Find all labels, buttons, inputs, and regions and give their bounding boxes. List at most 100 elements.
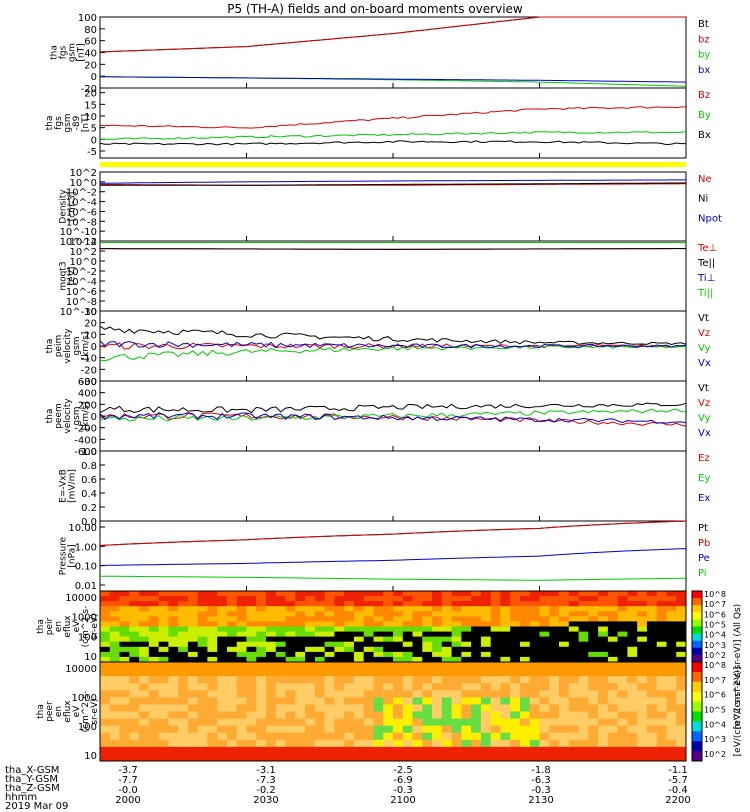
spectrogram-cell <box>402 718 414 727</box>
spectrogram-cell <box>480 725 492 734</box>
spectrogram-cell <box>168 725 179 734</box>
spectrogram-cell <box>236 656 247 663</box>
spectrogram-cell <box>432 616 443 622</box>
spectrogram-cell <box>529 626 540 633</box>
spectrogram-cell <box>334 616 345 622</box>
spectrogram-cell <box>510 651 521 658</box>
spectrogram-cell <box>646 641 658 648</box>
spectrogram-cell <box>305 596 316 602</box>
spectrogram-cell <box>139 753 150 762</box>
spectrogram-cell <box>383 711 394 720</box>
spectrogram-cell <box>119 656 130 663</box>
spectrogram-cell <box>617 683 628 691</box>
spectrogram-cell <box>373 697 384 705</box>
spectrogram-cell <box>217 704 228 712</box>
spectrogram-cell <box>637 746 648 755</box>
spectrogram-cell <box>529 725 540 734</box>
spectrogram-cell <box>559 662 570 670</box>
spectrogram-cell <box>158 641 169 648</box>
spectrogram-cell <box>295 725 306 734</box>
spectrogram-cell <box>432 683 443 691</box>
spectrogram-cell <box>178 725 189 734</box>
spectrogram-cell <box>266 697 277 705</box>
legend-entry: Pe <box>698 553 710 564</box>
spectrogram-cell <box>305 636 316 643</box>
spectrogram-cell <box>314 739 326 748</box>
spectrogram-cell <box>363 656 374 663</box>
spectrogram-cell <box>656 718 667 727</box>
spectrogram-cell <box>217 725 228 734</box>
spectrogram-cell <box>275 746 287 755</box>
spectrogram-cell <box>666 718 677 727</box>
spectrogram-cell <box>139 662 150 670</box>
spectrogram-cell <box>324 656 335 663</box>
spectrogram-cell <box>500 711 511 720</box>
spectrogram-cell <box>383 646 394 653</box>
spectrogram-cell <box>275 591 287 597</box>
spectrogram-cell <box>334 683 345 691</box>
spectrogram-cell <box>520 725 531 734</box>
spectrogram-cell <box>178 606 189 612</box>
spectrogram-cell <box>236 636 247 643</box>
spectrogram-cell <box>266 591 277 597</box>
spectrogram-cell <box>490 611 501 617</box>
spectrogram-cell <box>676 606 687 612</box>
spectrogram-cell <box>490 626 501 633</box>
series-line-vy <box>99 345 687 362</box>
spectrogram-cell <box>119 718 130 727</box>
spectrogram-cell <box>617 676 628 684</box>
spectrogram-cell <box>158 739 169 748</box>
spectrogram-cell <box>100 697 111 705</box>
spectrogram-cell <box>441 651 453 658</box>
axis-label: moqt3 <box>59 261 69 290</box>
spectrogram-cell <box>217 676 228 684</box>
spectrogram-cell <box>412 626 423 633</box>
spectrogram-cell <box>539 704 550 712</box>
spectrogram-cell <box>461 606 472 612</box>
spectrogram-cell <box>266 704 277 712</box>
spectrogram-cell <box>148 651 160 658</box>
y-tick-label: 10^-2 <box>66 267 97 278</box>
axis-label: [cm-3] <box>68 192 78 222</box>
y-tick-label: -200 <box>74 424 97 435</box>
spectrogram-cell <box>285 596 296 602</box>
spectrogram-cell <box>139 739 150 748</box>
ephem-x-value: -3.1 <box>256 765 276 776</box>
spectrogram-cell <box>637 662 648 670</box>
spectrogram-cell <box>451 621 462 627</box>
spectrogram-cell <box>529 591 540 597</box>
spectrogram-cell <box>256 690 267 698</box>
spectrogram-cell <box>461 683 472 691</box>
spectrogram-cell <box>461 753 472 762</box>
axis-label: tha <box>36 619 46 634</box>
spectrogram-cell <box>324 611 335 617</box>
spectrogram-cell <box>236 621 247 627</box>
spectrogram-cell <box>471 651 482 658</box>
spectrogram-cell <box>148 606 160 612</box>
spectrogram-cell <box>393 662 404 670</box>
spectrogram-cell <box>402 704 414 712</box>
spectrogram-cell <box>129 690 140 698</box>
spectrogram-cell <box>373 606 384 612</box>
spectrogram-cell <box>607 676 619 684</box>
spectrogram-cell <box>100 753 111 762</box>
spectrogram-cell <box>158 636 169 643</box>
spectrogram-cell <box>363 631 374 638</box>
colorbar-tick-label: 10^4 <box>704 720 726 729</box>
spectrogram-cell <box>207 683 218 691</box>
spectrogram-cell <box>344 621 355 627</box>
spectrogram-cell <box>529 718 540 727</box>
y-tick-label: 10^4 <box>70 237 97 248</box>
spectrogram-cell <box>256 739 267 748</box>
spectrogram-cell <box>363 596 374 602</box>
spectrogram-cell <box>305 662 316 670</box>
spectrogram-cell <box>178 601 189 607</box>
spectrogram-cell <box>217 596 228 602</box>
spectrogram-cell <box>451 651 462 658</box>
spectrogram-cell <box>246 725 257 734</box>
spectrogram-cell <box>109 651 121 658</box>
spectrogram-cell <box>510 656 521 663</box>
spectrogram-cell <box>148 611 160 617</box>
spectrogram-cell <box>617 690 628 698</box>
spectrogram-cell <box>266 621 277 627</box>
